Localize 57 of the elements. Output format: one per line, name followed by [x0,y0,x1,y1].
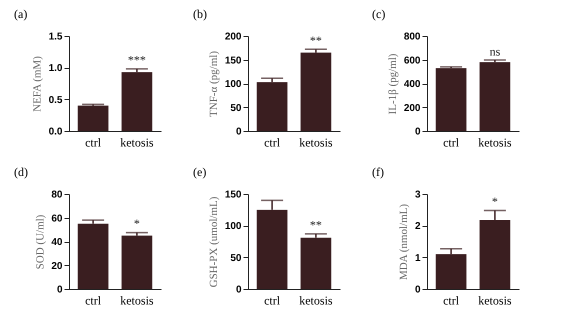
x-tick-label: ketosis [120,136,154,150]
y-axis-title: TNF-α (pg/ml) [208,50,220,117]
x-tick-label: ctrl [443,294,460,308]
y-tick-label: 0.5 [48,94,63,106]
y-tick-label: 800 [404,32,421,42]
y-tick-label: 0 [236,284,242,296]
y-tick-label: 1.5 [48,32,63,42]
y-tick-label: 50 [230,102,242,114]
y-tick-label: 0 [414,126,421,138]
x-tick-label: ctrl [264,136,281,150]
y-tick-label: 40 [51,237,63,248]
y-tick-label: 150 [224,55,242,66]
x-tick-label: ctrl [85,294,102,308]
y-axis-title: NEFA (mM) [32,56,44,112]
y-tick-label: 60 [51,213,63,224]
y-axis-title: GSH-PX (umol/mL) [208,196,220,288]
y-tick-label: 0 [236,126,242,138]
y-tick-label: 400 [404,79,421,90]
y-axis-title: MDA (nmol/mL) [398,204,410,280]
chart-title: (d) [14,165,28,179]
x-tick-label: ctrl [264,294,281,308]
y-tick-label: 200 [404,102,421,114]
x-tick-label: ketosis [299,136,333,150]
x-tick-label: ctrl [85,136,102,150]
annotation: * [492,194,498,208]
y-tick-label: 1 [414,252,421,264]
y-tick-label: 100 [224,221,242,232]
chart-title: (e) [193,165,206,179]
y-tick-label: 200 [224,32,242,42]
y-tick-label: 0 [414,284,421,296]
annotation: * [134,216,140,231]
y-tick-label: 0 [56,284,63,296]
y-tick-label: 20 [51,260,63,272]
y-tick-label: 50 [230,252,242,264]
annotation: *** [128,52,146,67]
y-tick-label: 2 [414,221,421,232]
chart-title: (b) [193,7,207,21]
x-tick-label: ketosis [299,294,333,308]
chart-title: (f) [372,165,384,179]
chart-title: (a) [14,7,28,21]
chart-title: (c) [372,7,386,21]
y-tick-label: 150 [224,190,242,200]
y-tick-label: 0.0 [48,126,63,138]
y-axis-title: SOD (U/ml) [34,214,46,270]
x-tick-label: ketosis [478,136,512,150]
x-tick-label: ketosis [120,294,154,308]
annotation: ** [310,218,322,232]
annotation: ns [490,44,501,59]
y-tick-label: 80 [51,190,63,200]
x-tick-label: ctrl [443,136,460,150]
x-tick-label: ketosis [478,294,512,308]
annotation: ** [310,33,322,48]
y-tick-label: 1.0 [48,63,63,74]
y-tick-label: 100 [224,79,242,90]
y-tick-label: 3 [414,190,421,200]
y-axis-title: IL-1β (pg/ml) [386,53,399,114]
y-tick-label: 600 [404,55,421,66]
